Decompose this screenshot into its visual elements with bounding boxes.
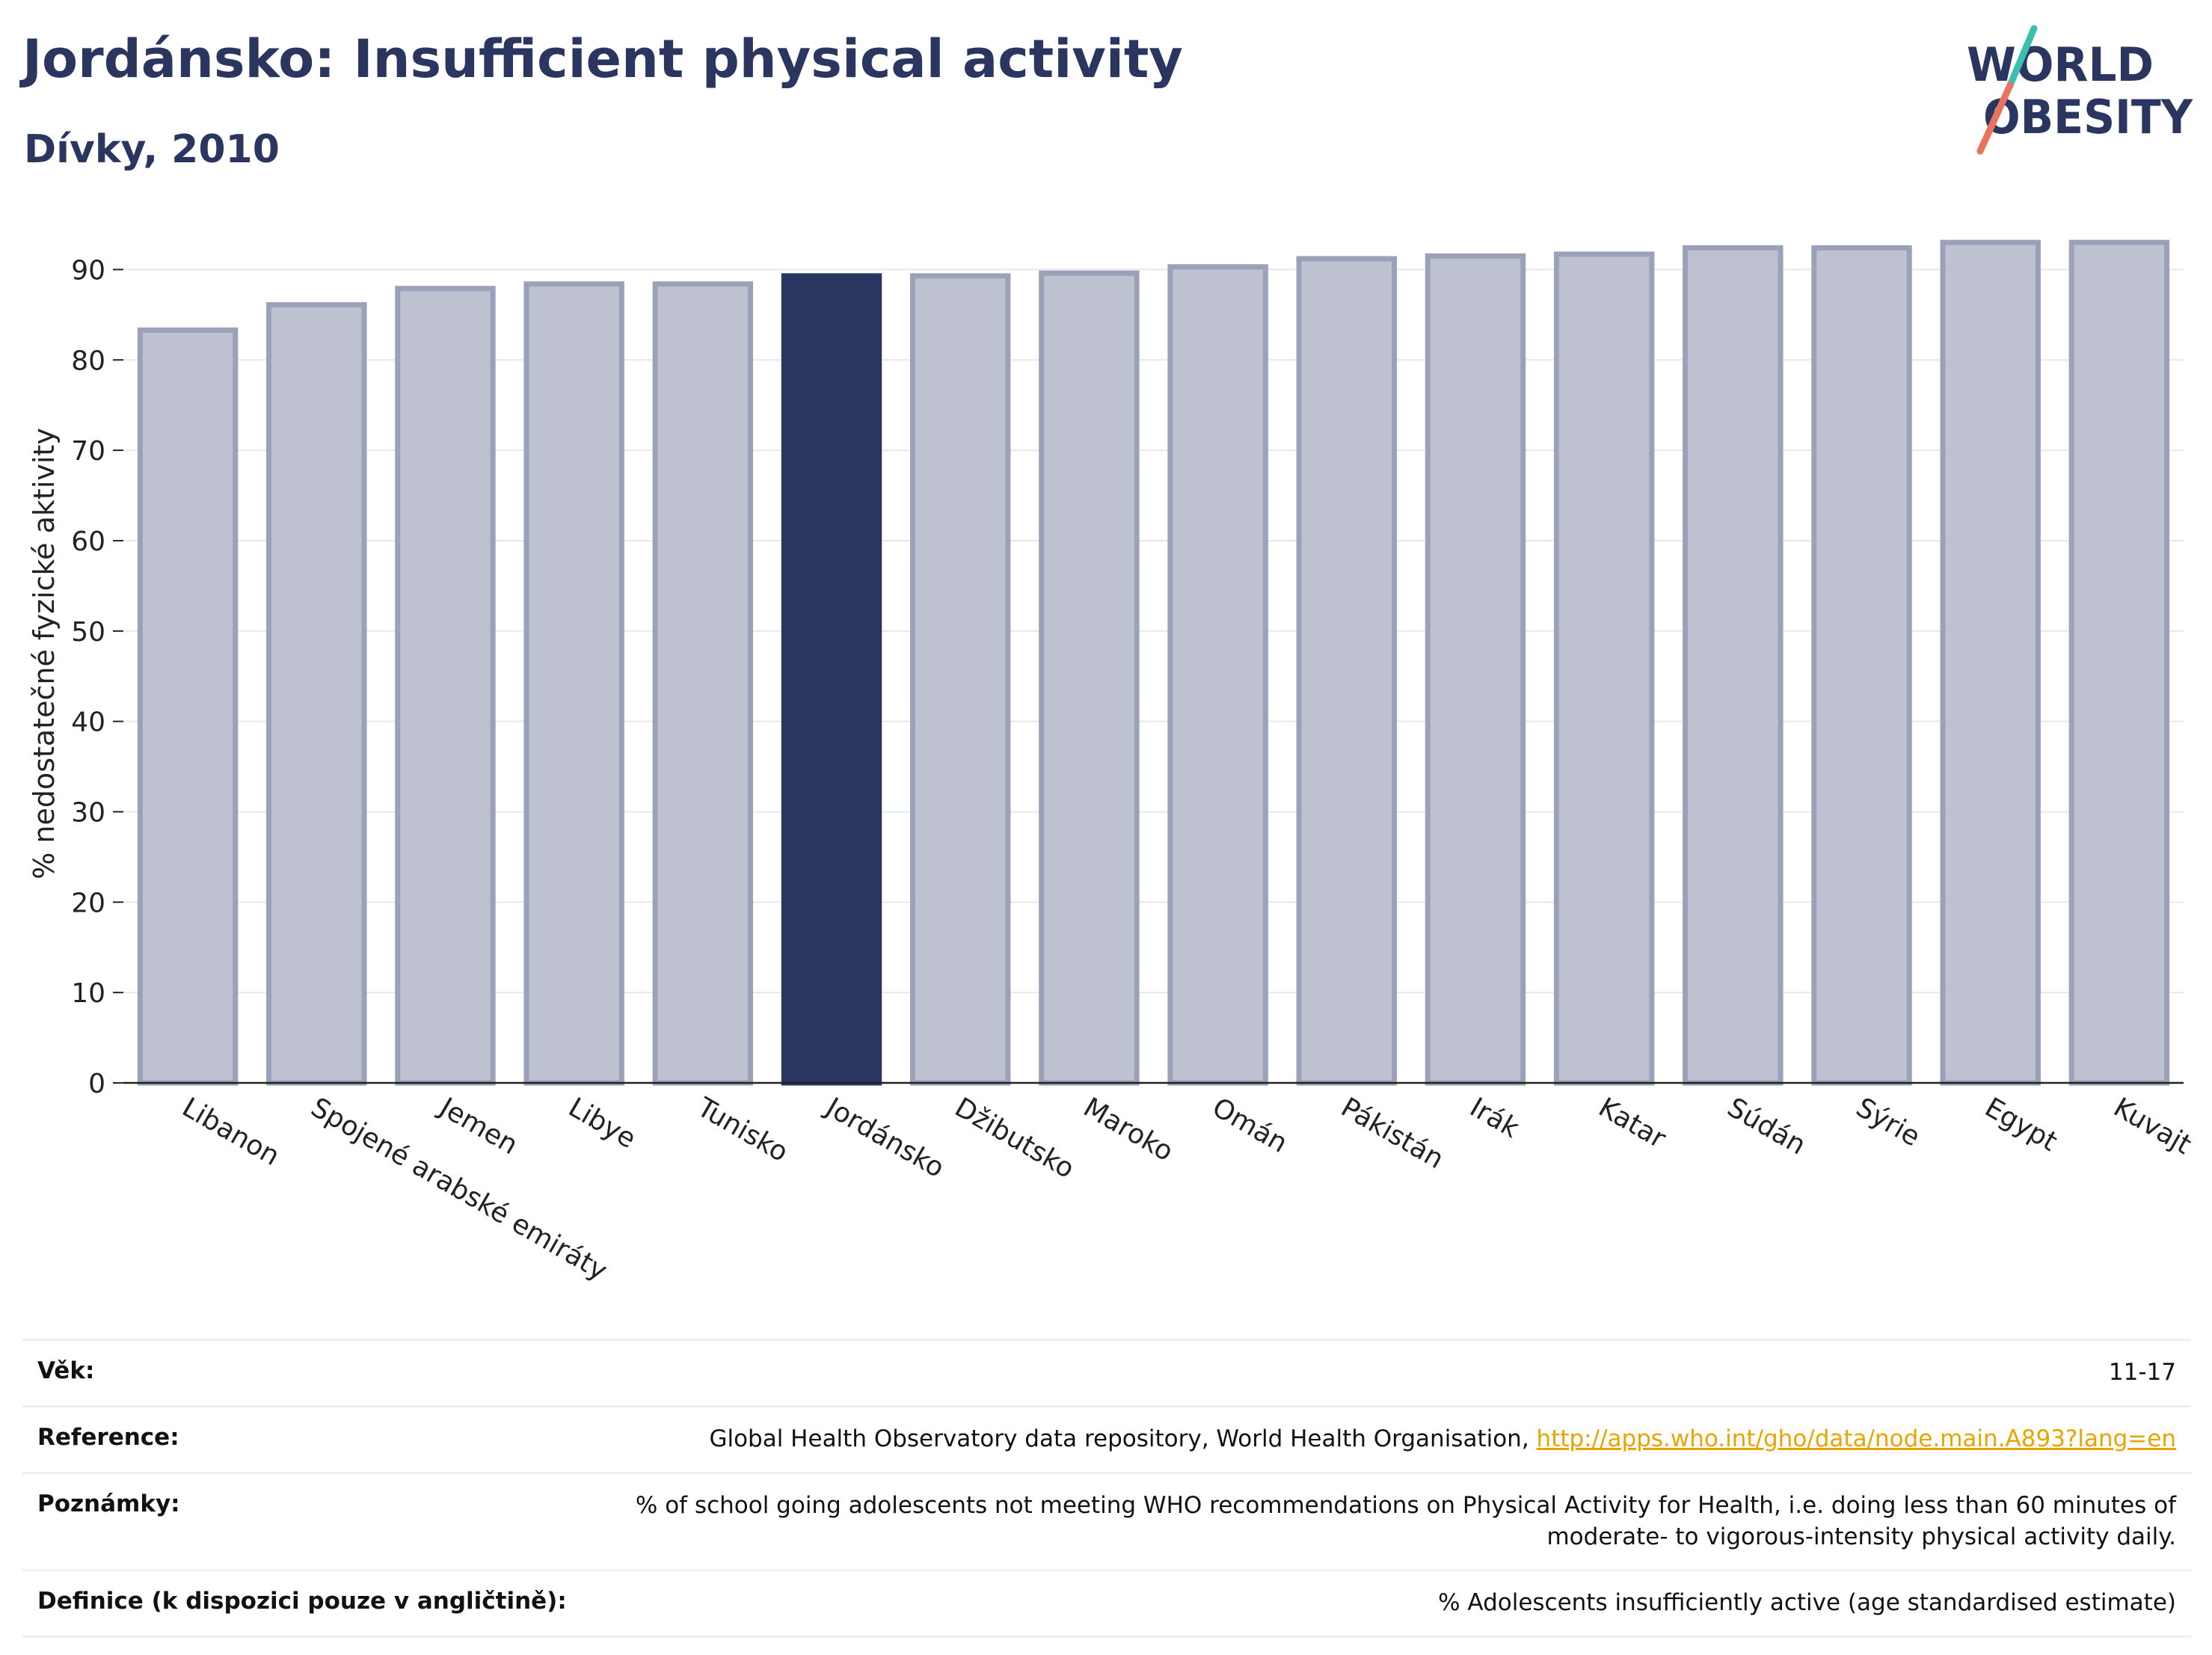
bar-3: [395, 286, 496, 1086]
logo-line2: OBESITY: [1983, 90, 2193, 144]
notes-line1: % of school going adolescents not meetin…: [635, 1491, 2176, 1519]
info-row-reference: Reference: Global Health Observatory dat…: [22, 1406, 2191, 1473]
info-row-notes: Poznámky: % of school going adolescents …: [22, 1473, 2191, 1570]
bar-14: [1811, 245, 1912, 1086]
y-tick-label: 90: [71, 255, 105, 286]
y-tick-label: 80: [71, 346, 105, 376]
bar-13: [1683, 245, 1784, 1086]
bar-6: [781, 273, 882, 1086]
x-tick-label: Pákistán: [1336, 1092, 1448, 1175]
info-row-age: Věk: 11-17: [22, 1339, 2191, 1407]
bar-16: [2068, 239, 2170, 1086]
logo-slash-coral: [1976, 82, 2014, 155]
y-tick-label: 60: [71, 526, 105, 557]
bar-8: [1039, 270, 1140, 1086]
x-tick-label: Jordánsko: [820, 1091, 950, 1184]
y-tick-label: 20: [71, 888, 105, 918]
x-tick-label: Katar: [1594, 1092, 1671, 1155]
page-title: Jordánsko: Insufficient physical activit…: [22, 28, 1183, 90]
info-row-definition: Definice (k dispozici pouze v angličtině…: [22, 1570, 2191, 1637]
reference-text: Global Health Observatory data repositor…: [709, 1425, 1537, 1452]
bar-1: [137, 327, 239, 1086]
x-tick-label: Irák: [1464, 1092, 1524, 1144]
notes-line2: moderate- to vigorous-intensity physical…: [1546, 1523, 2176, 1550]
y-tick-label: 40: [71, 707, 105, 738]
bar-11: [1425, 253, 1526, 1086]
reference-label: Reference:: [37, 1423, 179, 1451]
page-subtitle: Dívky, 2010: [24, 127, 280, 172]
y-tick-label: 70: [71, 436, 105, 467]
bar-5: [652, 281, 754, 1086]
bar-12: [1553, 251, 1655, 1086]
notes-value: % of school going adolescents not meetin…: [591, 1473, 2191, 1570]
bar-2: [266, 302, 367, 1086]
bar-15: [1940, 239, 2041, 1086]
x-tick-label: Jemen: [433, 1091, 523, 1161]
x-tick-label: Libye: [563, 1092, 641, 1155]
x-tick-label: Súdán: [1722, 1092, 1811, 1161]
definition-label: Definice (k dispozici pouze v angličtině…: [37, 1588, 567, 1615]
definition-value: % Adolescents insufficiently active (age…: [1438, 1589, 2176, 1617]
y-tick-label: 10: [71, 978, 105, 1009]
y-tick-label: 0: [88, 1069, 105, 1099]
world-obesity-logo: WORLD OBESITY: [1967, 25, 2193, 155]
info-table: Věk: 11-17 Reference: Global Health Obse…: [22, 1339, 2191, 1638]
x-tick-label: Maroko: [1078, 1092, 1179, 1167]
logo-slash-teal: [2006, 25, 2038, 89]
x-tick-label: Libanon: [177, 1092, 285, 1172]
bars: [137, 239, 2170, 1086]
x-tick-label: Egypt: [1979, 1092, 2062, 1157]
bar-4: [523, 281, 624, 1086]
logo-line1: WORLD: [1967, 37, 2154, 92]
bar-10: [1296, 256, 1397, 1086]
bar-9: [1167, 264, 1268, 1086]
age-value: 11-17: [2108, 1359, 2176, 1386]
reference-value: Global Health Observatory data repositor…: [591, 1406, 2191, 1473]
bar-7: [910, 273, 1011, 1086]
y-tick-label: 30: [71, 797, 105, 828]
notes-label: Poznámky:: [37, 1490, 180, 1517]
reference-link[interactable]: http://apps.who.int/gho/data/node.main.A…: [1536, 1425, 2176, 1452]
age-label: Věk:: [37, 1357, 95, 1384]
x-tick-label: Tunisko: [691, 1092, 793, 1168]
x-tick-label: Sýrie: [1851, 1092, 1925, 1152]
x-tick-label: Džibutsko: [950, 1092, 1080, 1185]
y-tick-label: 50: [71, 617, 105, 648]
x-tick-label: Kuvajt: [2108, 1092, 2196, 1161]
x-tick-label: Omán: [1207, 1092, 1292, 1159]
y-axis-label: % nedostatečné fyzické aktivity: [28, 428, 61, 879]
